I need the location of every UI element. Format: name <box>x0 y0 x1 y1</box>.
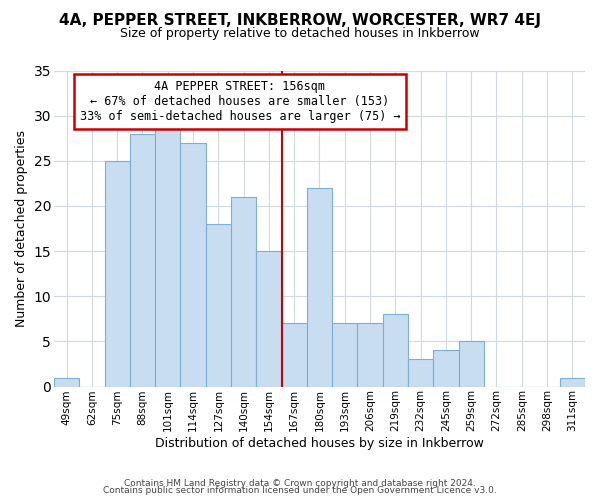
Text: 4A PEPPER STREET: 156sqm
← 67% of detached houses are smaller (153)
33% of semi-: 4A PEPPER STREET: 156sqm ← 67% of detach… <box>80 80 400 123</box>
Text: Contains HM Land Registry data © Crown copyright and database right 2024.: Contains HM Land Registry data © Crown c… <box>124 478 476 488</box>
Bar <box>358 324 383 386</box>
Bar <box>104 161 130 386</box>
Bar <box>433 350 458 386</box>
Bar <box>155 124 181 386</box>
Bar <box>181 142 206 386</box>
Bar <box>383 314 408 386</box>
Bar <box>130 134 155 386</box>
Bar <box>307 188 332 386</box>
Bar <box>458 342 484 386</box>
Bar <box>231 197 256 386</box>
Bar <box>206 224 231 386</box>
Bar <box>256 251 281 386</box>
Bar <box>281 324 307 386</box>
Text: Contains public sector information licensed under the Open Government Licence v3: Contains public sector information licen… <box>103 486 497 495</box>
Text: Size of property relative to detached houses in Inkberrow: Size of property relative to detached ho… <box>120 28 480 40</box>
Bar <box>408 360 433 386</box>
Bar <box>560 378 585 386</box>
Bar <box>54 378 79 386</box>
X-axis label: Distribution of detached houses by size in Inkberrow: Distribution of detached houses by size … <box>155 437 484 450</box>
Y-axis label: Number of detached properties: Number of detached properties <box>15 130 28 327</box>
Bar <box>332 324 358 386</box>
Text: 4A, PEPPER STREET, INKBERROW, WORCESTER, WR7 4EJ: 4A, PEPPER STREET, INKBERROW, WORCESTER,… <box>59 12 541 28</box>
